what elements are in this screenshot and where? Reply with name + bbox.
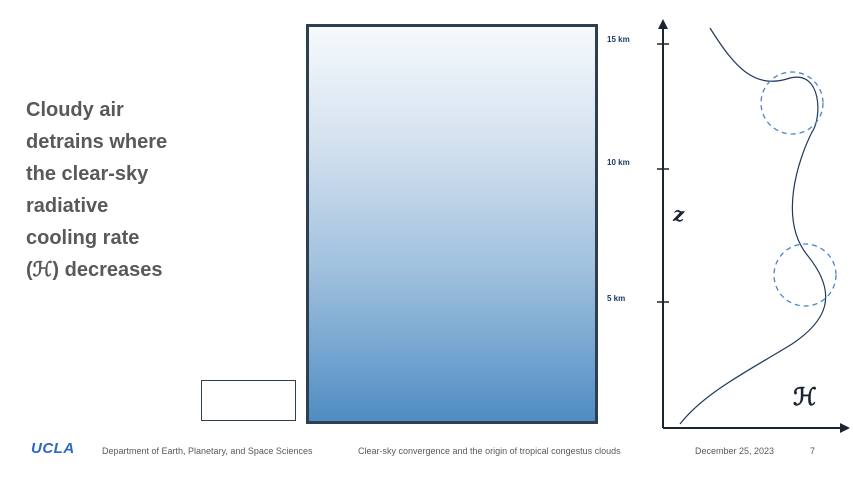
height-label-10km: 10 km: [607, 158, 630, 167]
footer-talk-title: Clear-sky convergence and the origin of …: [358, 446, 621, 456]
ucla-logo: UCLA: [31, 440, 75, 457]
footer-page-number: 7: [810, 446, 816, 456]
atmosphere-column-panel: [306, 24, 598, 424]
footer-department: Department of Earth, Planetary, and Spac…: [102, 446, 313, 456]
h-axis-label: ℋ: [793, 382, 817, 411]
slide-heading: Cloudy air detrains where the clear-sky …: [26, 94, 196, 286]
upper-detrainment-circle: [760, 71, 824, 135]
footer-date: December 25, 2023: [695, 446, 775, 456]
height-label-5km: 5 km: [607, 294, 626, 303]
heading-line-5: cooling rate: [26, 227, 140, 249]
heading-line-3: the clear-sky: [26, 163, 149, 185]
heading-line-2: detrains where: [26, 131, 168, 153]
heading-line-6: (ℋ) decreases: [26, 259, 163, 281]
height-label-15km: 15 km: [607, 35, 630, 44]
heading-line-4: radiative: [26, 195, 109, 217]
z-axis-label: z: [673, 202, 685, 226]
cooling-rate-curve: [679, 27, 827, 425]
lower-detrainment-circle: [773, 243, 837, 307]
heading-line-1: Cloudy air: [26, 99, 124, 121]
empty-text-box: [201, 380, 296, 421]
